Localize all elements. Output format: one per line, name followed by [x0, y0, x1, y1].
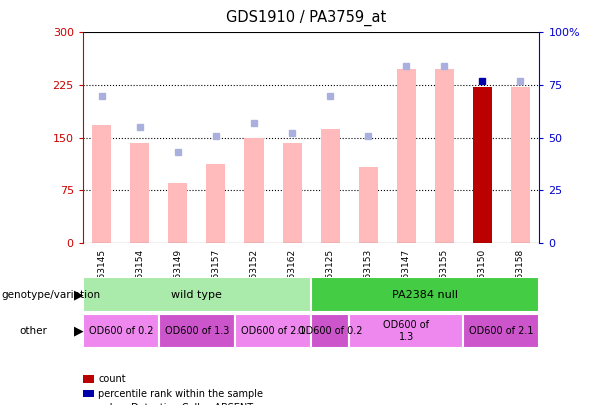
Bar: [359, 167, 378, 243]
Bar: [169, 183, 188, 243]
Bar: [511, 87, 530, 243]
Text: OD600 of
1.3: OD600 of 1.3: [383, 320, 429, 342]
Bar: [83, 314, 159, 348]
Bar: [131, 143, 150, 243]
Bar: [435, 69, 454, 243]
Text: GDS1910 / PA3759_at: GDS1910 / PA3759_at: [226, 10, 387, 26]
Text: percentile rank within the sample: percentile rank within the sample: [98, 389, 263, 399]
Text: genotype/variation: genotype/variation: [1, 290, 101, 300]
Text: OD600 of 0.2: OD600 of 0.2: [298, 326, 362, 336]
Bar: [473, 87, 492, 243]
Bar: [83, 277, 311, 312]
Text: OD600 of 2.1: OD600 of 2.1: [241, 326, 305, 336]
Text: OD600 of 1.3: OD600 of 1.3: [165, 326, 229, 336]
Text: PA2384 null: PA2384 null: [392, 290, 459, 300]
Text: other: other: [20, 326, 47, 336]
Bar: [245, 138, 264, 243]
Bar: [397, 69, 416, 243]
Bar: [159, 314, 235, 348]
Text: count: count: [98, 374, 126, 384]
Bar: [235, 314, 311, 348]
Bar: [207, 164, 226, 243]
Text: value, Detection Call = ABSENT: value, Detection Call = ABSENT: [98, 403, 253, 405]
Bar: [311, 277, 539, 312]
Text: wild type: wild type: [172, 290, 223, 300]
Bar: [283, 143, 302, 243]
Text: ▶: ▶: [74, 288, 83, 301]
Bar: [93, 125, 112, 243]
Bar: [321, 129, 340, 243]
Text: ▶: ▶: [74, 324, 83, 338]
Bar: [463, 314, 539, 348]
Text: OD600 of 0.2: OD600 of 0.2: [88, 326, 153, 336]
Bar: [311, 314, 349, 348]
Bar: [349, 314, 463, 348]
Text: OD600 of 2.1: OD600 of 2.1: [469, 326, 534, 336]
